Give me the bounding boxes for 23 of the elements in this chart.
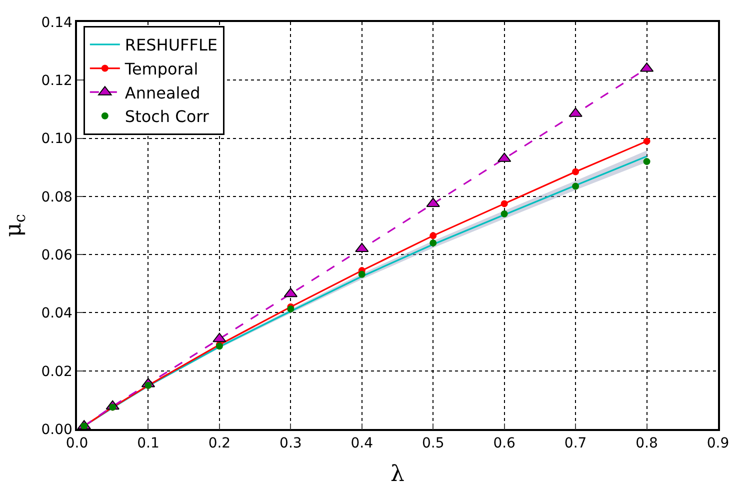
legend-label: Temporal bbox=[124, 60, 198, 79]
x-tick-label: 0.1 bbox=[137, 436, 160, 452]
legend-label: Stoch Corr bbox=[124, 107, 210, 126]
y-tick-label: 0.04 bbox=[41, 306, 73, 322]
x-axis-title: λ bbox=[390, 462, 405, 487]
y-tick-label: 0.02 bbox=[41, 364, 72, 380]
x-tick-label: 0.3 bbox=[280, 436, 302, 452]
x-tick-label: 0.9 bbox=[706, 436, 730, 452]
x-tick-label: 0.7 bbox=[564, 436, 587, 452]
y-tick-label: 0.00 bbox=[41, 422, 72, 438]
legend-label: Annealed bbox=[124, 83, 200, 102]
y-tick-label: 0.08 bbox=[41, 189, 72, 206]
x-tick-label: 0.0 bbox=[66, 436, 88, 452]
y-tick-label: 0.12 bbox=[41, 73, 72, 90]
y-tick-label: 0.14 bbox=[41, 14, 73, 31]
x-tick-label: 0.6 bbox=[493, 436, 516, 452]
legend-label: RESHUFFLE bbox=[124, 36, 218, 55]
x-tick-label: 0.4 bbox=[350, 436, 374, 452]
x-tick-label: 0.5 bbox=[422, 436, 444, 452]
y-tick-label: 0.10 bbox=[41, 131, 72, 148]
x-tick-label: 0.2 bbox=[208, 436, 231, 452]
x-tick-label: 0.8 bbox=[636, 436, 658, 452]
y-tick-label: 0.06 bbox=[41, 247, 73, 264]
